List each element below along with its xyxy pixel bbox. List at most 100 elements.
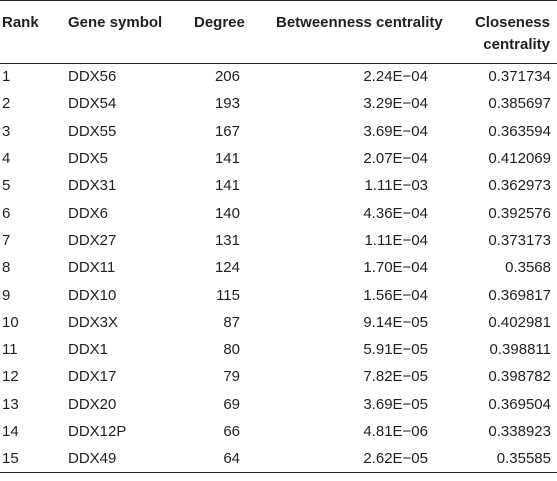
cell-betweenness-centrality: 9.14E−05: [363, 313, 428, 331]
cell-closeness-centrality: 0.3568: [505, 259, 551, 277]
cell-rank: 12: [2, 368, 19, 386]
cell-betweenness-centrality: 4.81E−06: [363, 423, 428, 440]
cell-gene-symbol: DDX6: [68, 204, 109, 222]
cell-rank: 1: [2, 68, 11, 86]
header-gene-symbol: Gene symbol: [62, 0, 184, 64]
cell-degree: 80: [223, 341, 240, 359]
cell-rank: 9: [2, 286, 11, 304]
cell-betweenness-centrality: 2.24E−04: [363, 68, 428, 86]
cell-closeness-centrality: 0.369504: [488, 395, 551, 413]
header-betweenness-centrality: Betweenness centrality: [270, 0, 458, 64]
cell-gene-symbol: DDX31: [68, 177, 117, 195]
cell-rank: 3: [2, 122, 11, 140]
table-row: 3 DDX55 167 3.69E−04 0.363594: [0, 118, 557, 145]
cell-gene-symbol: DDX20: [68, 395, 117, 413]
table-row: 13 DDX20 69 3.69E−05 0.369504: [0, 391, 557, 418]
cell-closeness-centrality: 0.373173: [488, 231, 551, 249]
cell-degree: 206: [214, 68, 240, 86]
header-row: Rank Gene symbol Degree Betweenness cent…: [0, 0, 557, 64]
cell-closeness-centrality: 0.392576: [488, 204, 551, 222]
cell-rank: 4: [2, 150, 11, 168]
table-row: 8 DDX11 124 1.70E−04 0.3568: [0, 255, 557, 282]
cell-betweenness-centrality: 4.36E−04: [363, 204, 428, 222]
cell-rank: 2: [2, 95, 11, 113]
header-closeness-line2: centrality: [483, 36, 550, 53]
table-row: 12 DDX17 79 7.82E−05 0.398782: [0, 364, 557, 391]
table-row: 10 DDX3X 87 9.14E−05 0.402981: [0, 309, 557, 336]
cell-rank: 14: [2, 423, 19, 440]
cell-degree: 115: [216, 286, 240, 304]
header-rank: Rank: [0, 0, 62, 64]
cell-closeness-centrality: 0.363594: [488, 122, 551, 140]
cell-degree: 141: [214, 177, 240, 195]
table-row: 15 DDX49 64 2.62E−05 0.35585: [0, 445, 557, 474]
cell-gene-symbol: DDX5: [68, 150, 109, 168]
cell-degree: 66: [223, 423, 240, 440]
cell-gene-symbol: DDX27: [68, 231, 117, 249]
cell-degree: 140: [214, 204, 240, 222]
cell-degree: 79: [223, 368, 240, 386]
cell-closeness-centrality: 0.371734: [488, 68, 551, 86]
cell-gene-symbol: DDX1: [68, 341, 109, 359]
cell-degree: 87: [223, 313, 240, 331]
table-body: 1 DDX56 206 2.24E−04 0.371734 2 DDX54 193 3.29E−…: [0, 64, 557, 474]
cell-rank: 7: [2, 231, 11, 249]
cell-gene-symbol: DDX54: [68, 95, 117, 113]
cell-rank: 5: [2, 177, 11, 195]
table-row: 14 DDX12P 66 4.81E−06 0.338923: [0, 418, 557, 445]
cell-closeness-centrality: 0.35585: [458, 445, 557, 474]
cell-betweenness-centrality: 1.56E−04: [363, 286, 428, 304]
cell-gene-symbol: DDX3X: [68, 313, 119, 331]
cell-degree: 141: [214, 150, 240, 168]
cell-degree: 64: [184, 445, 270, 474]
cell-betweenness-centrality: 1.11E−03: [364, 177, 428, 195]
cell-rank: 10: [2, 313, 19, 331]
cell-rank: 6: [2, 204, 11, 222]
cell-gene-symbol: DDX55: [68, 122, 117, 140]
table-row: 7 DDX27 131 1.11E−04 0.373173: [0, 227, 557, 254]
cell-rank: 15: [0, 445, 62, 474]
header-closeness-line1: Closeness: [474, 14, 550, 31]
cell-betweenness-centrality: 3.69E−04: [363, 122, 428, 140]
table-row: 4 DDX5 141 2.07E−04 0.412069: [0, 145, 557, 172]
cell-betweenness-centrality: 3.69E−05: [363, 395, 428, 413]
cell-betweenness-centrality: 5.91E−05: [363, 341, 428, 359]
table-row: 9 DDX10 115 1.56E−04 0.369817: [0, 282, 557, 309]
cell-degree: 131: [214, 231, 240, 249]
cell-betweenness-centrality: 1.70E−04: [363, 259, 428, 277]
header-closeness-centrality: Closeness centrality: [458, 0, 557, 64]
cell-degree: 69: [223, 395, 240, 413]
cell-closeness-centrality: 0.338923: [488, 423, 551, 440]
table-row: 6 DDX6 140 4.36E−04 0.392576: [0, 200, 557, 227]
cell-closeness-centrality: 0.369817: [488, 286, 551, 304]
table-row: 11 DDX1 80 5.91E−05 0.398811: [0, 336, 557, 363]
cell-closeness-centrality: 0.402981: [488, 313, 551, 331]
cell-gene-symbol: DDX10: [68, 286, 117, 304]
cell-betweenness-centrality: 1.11E−04: [364, 231, 428, 249]
table-row: 5 DDX31 141 1.11E−03 0.362973: [0, 173, 557, 200]
cell-betweenness-centrality: 3.29E−04: [363, 95, 428, 113]
cell-gene-symbol: DDX11: [68, 259, 116, 277]
cell-closeness-centrality: 0.398811: [489, 341, 551, 359]
cell-gene-symbol: DDX17: [68, 368, 117, 386]
cell-gene-symbol: DDX56: [68, 68, 117, 86]
table-row: 1 DDX56 206 2.24E−04 0.371734: [0, 64, 557, 91]
cell-closeness-centrality: 0.412069: [488, 150, 551, 168]
cell-betweenness-centrality: 2.62E−05: [270, 445, 458, 474]
cell-betweenness-centrality: 2.07E−04: [363, 150, 428, 168]
cell-betweenness-centrality: 7.82E−05: [363, 368, 428, 386]
header-degree: Degree: [184, 0, 270, 64]
table-row: 2 DDX54 193 3.29E−04 0.385697: [0, 91, 557, 118]
cell-gene-symbol: DDX12P: [68, 423, 127, 440]
cell-rank: 11: [2, 341, 18, 359]
cell-closeness-centrality: 0.385697: [488, 95, 551, 113]
cell-rank: 8: [2, 259, 11, 277]
cell-degree: 167: [214, 122, 240, 140]
cell-rank: 13: [2, 395, 19, 413]
cell-degree: 193: [214, 95, 240, 113]
cell-degree: 124: [214, 259, 240, 277]
table-header: Rank Gene symbol Degree Betweenness cent…: [0, 0, 557, 64]
cell-closeness-centrality: 0.398782: [488, 368, 551, 386]
